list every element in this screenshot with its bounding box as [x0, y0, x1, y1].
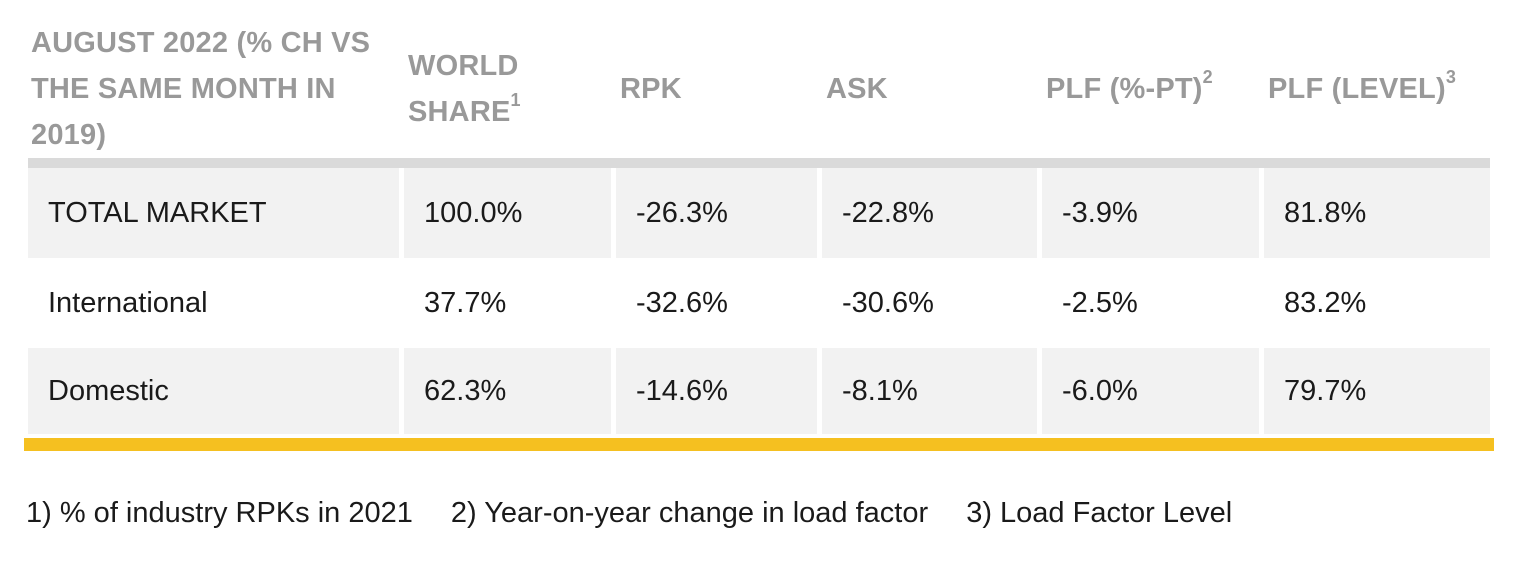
table-row-domestic: Domestic 62.3% -14.6% -8.1% -6.0% 79.7% [28, 348, 1490, 434]
table-header: AUGUST 2022 (% CH VS THE SAME MONTH IN 2… [28, 20, 1490, 168]
table-cell: TOTAL MARKET [28, 168, 404, 258]
footnote-3: 3) Load Factor Level [966, 497, 1233, 529]
header-ask: ASK [822, 20, 1042, 168]
table-cell: -32.6% [616, 258, 822, 348]
table-cell: -2.5% [1042, 258, 1264, 348]
table-cell: -6.0% [1042, 348, 1264, 434]
table-cell: Domestic [28, 348, 404, 434]
header-plf-level: PLF (LEVEL)3 [1264, 20, 1490, 168]
table-body: TOTAL MARKET 100.0% -26.3% -22.8% -3.9% … [28, 168, 1490, 434]
footnotes: 1) % of industry RPKs in 2021 2) Year-on… [26, 497, 1262, 530]
header-plf-pt: PLF (%-PT)2 [1042, 20, 1264, 168]
table-cell: 100.0% [404, 168, 616, 258]
table-cell: -3.9% [1042, 168, 1264, 258]
table-cell: -26.3% [616, 168, 822, 258]
table-cell: 81.8% [1264, 168, 1490, 258]
table-cell: -30.6% [822, 258, 1042, 348]
table-cell: -22.8% [822, 168, 1042, 258]
table-cell: International [28, 258, 404, 348]
table-cell: -8.1% [822, 348, 1042, 434]
header-world-share: WORLD SHARE1 [404, 20, 616, 168]
header-row: AUGUST 2022 (% CH VS THE SAME MONTH IN 2… [28, 20, 1490, 168]
table-cell: 37.7% [404, 258, 616, 348]
traffic-table: AUGUST 2022 (% CH VS THE SAME MONTH IN 2… [28, 20, 1490, 434]
header-rpk: RPK [616, 20, 822, 168]
header-period: AUGUST 2022 (% CH VS THE SAME MONTH IN 2… [28, 20, 404, 168]
footnote-1: 1) % of industry RPKs in 2021 [26, 497, 413, 529]
accent-rule [24, 438, 1494, 451]
footnote-2: 2) Year-on-year change in load factor [450, 497, 929, 529]
table-row-international: International 37.7% -32.6% -30.6% -2.5% … [28, 258, 1490, 348]
table-cell: 62.3% [404, 348, 616, 434]
table-cell: 79.7% [1264, 348, 1490, 434]
table-cell: 83.2% [1264, 258, 1490, 348]
table-row-total-market: TOTAL MARKET 100.0% -26.3% -22.8% -3.9% … [28, 168, 1490, 258]
table-cell: -14.6% [616, 348, 822, 434]
